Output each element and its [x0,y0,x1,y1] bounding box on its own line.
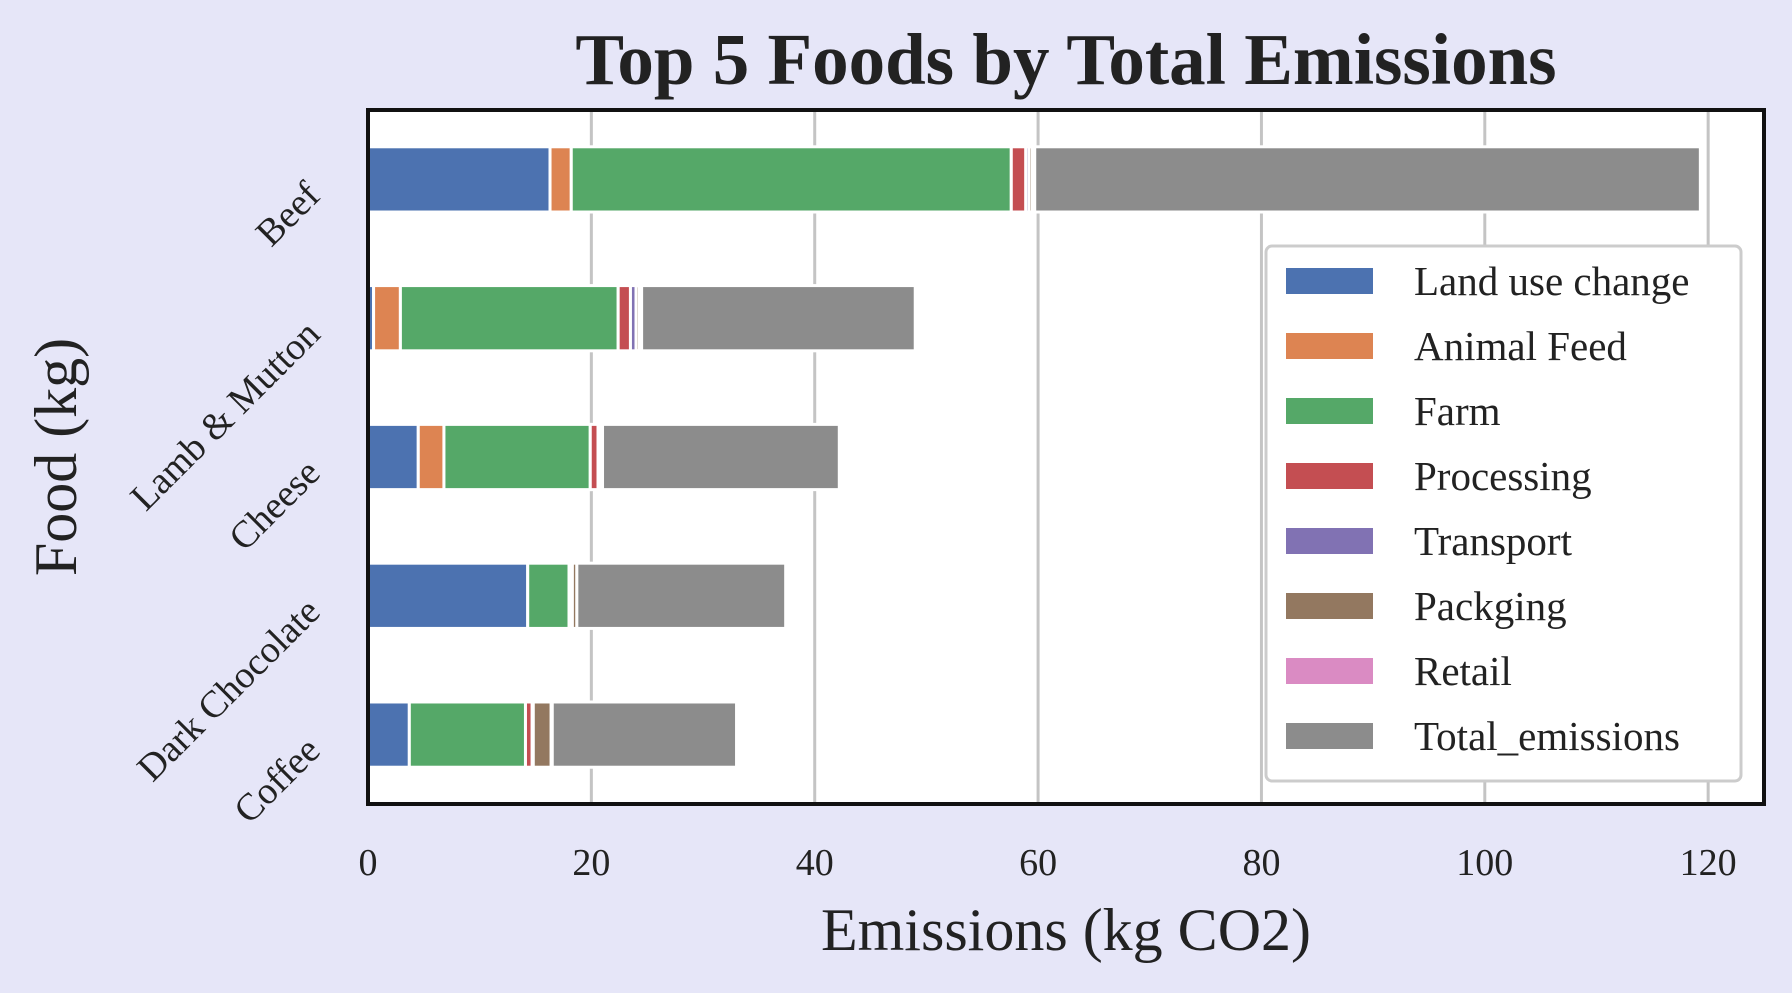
bar-lamb-mutton-total-emissions [640,284,917,353]
bar-beef-land-use-change [366,145,552,214]
bar-cheese-total-emissions [601,422,841,492]
legend-label-processing: Processing [1414,453,1592,499]
bar-beef-total-emissions [1033,145,1702,214]
bar-lamb-mutton-processing [616,284,632,353]
legend-box [1264,244,1743,783]
bar-beef-processing [1009,145,1028,214]
legend-label-transport: Transport [1414,518,1573,564]
y-axis-title: Food (kg) [23,338,89,576]
legend-label-farm: Farm [1414,388,1501,434]
legend-swatch-transport [1286,528,1373,554]
bar-cheese-land-use-change [366,422,420,492]
bar-lamb-mutton-farm [398,284,620,353]
bar-cheese-farm [442,422,592,492]
bars [366,145,1702,769]
bar-dark-chocolate-farm [526,561,571,630]
legend-swatch-farm [1286,398,1373,424]
bar-coffee-total-emissions [550,700,739,769]
bar-coffee-farm [407,700,527,769]
y-tick-label: Coffee [226,729,328,831]
bar-coffee-land-use-change [366,700,411,769]
x-tick-label: 20 [572,842,610,884]
x-tick-labels: 0 20 40 60 80 100 120 [359,842,1737,884]
legend-swatch-animal-feed [1286,333,1373,359]
legend-label-land-use-change: Land use change [1414,258,1690,304]
legend-label-packging: Packging [1414,583,1567,629]
bar-beef-animal-feed [548,145,573,214]
x-tick-label: 120 [1680,842,1737,884]
legend-label-total-emissions: Total_emissions [1414,713,1680,759]
legend-swatch-processing [1286,463,1373,489]
legend-swatch-retail [1286,658,1373,684]
y-tick-label: Beef [248,174,329,255]
x-tick-label: 60 [1019,842,1057,884]
legend-swatch-packging [1286,593,1373,619]
x-tick-label: 100 [1456,842,1513,884]
bar-dark-chocolate-land-use-change [366,561,530,630]
y-tick-label: Cheese [221,452,328,559]
bar-coffee-packging [531,700,553,769]
legend-label-retail: Retail [1414,648,1512,694]
x-tick-label: 0 [359,842,378,884]
x-tick-label: 80 [1242,842,1280,884]
bar-cheese-animal-feed [416,422,446,492]
bar-beef-farm [569,145,1013,214]
x-tick-label: 40 [796,842,834,884]
bar-dark-chocolate-total-emissions [575,561,788,630]
legend: Land use change Animal Feed Farm Processing… [1264,244,1743,783]
bar-lamb-mutton-animal-feed [372,284,402,353]
chart-title: Top 5 Foods by Total Emissions [575,19,1556,100]
legend-label-animal-feed: Animal Feed [1414,323,1627,369]
x-axis-title: Emissions (kg CO2) [821,897,1311,963]
plot-frame [366,108,1766,806]
legend-swatch-total-emissions [1286,723,1373,749]
legend-swatch-land-use-change [1286,268,1373,294]
